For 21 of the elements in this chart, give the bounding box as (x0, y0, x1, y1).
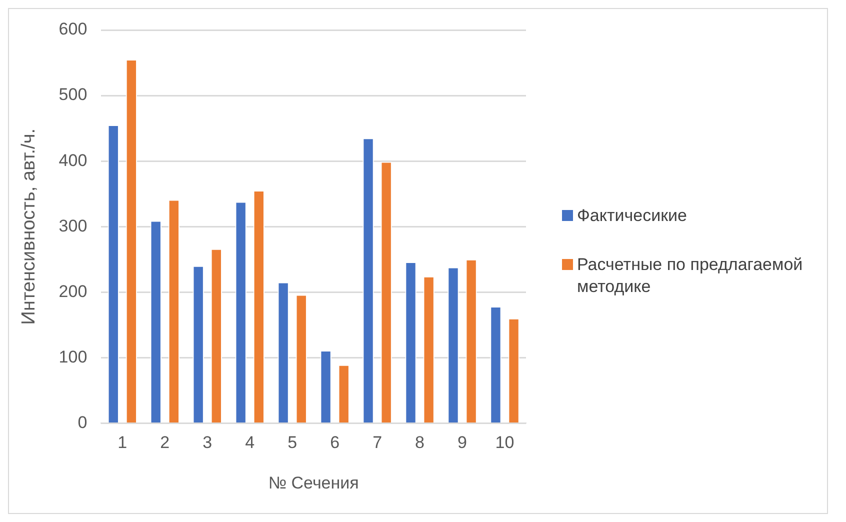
y-tick-label: 500 (58, 85, 88, 104)
x-tick-label: 7 (372, 433, 382, 452)
x-tick-label: 5 (288, 433, 298, 452)
y-tick-label: 400 (58, 150, 88, 170)
x-tick-label: 9 (458, 433, 468, 452)
y-tick-label: 300 (58, 216, 88, 236)
legend-label: Расчетные по предлагаемой методике (577, 254, 804, 298)
y-tick-label: 200 (58, 282, 88, 301)
legend-label: Фактичесикие (577, 205, 688, 227)
x-axis-title: № Сечения (268, 473, 359, 492)
x-tick-label: 3 (202, 433, 212, 452)
x-tick-label: 2 (160, 433, 170, 452)
y-tick-label: 100 (58, 347, 88, 366)
x-tick-label: 6 (330, 433, 340, 452)
x-tick-label: 1 (118, 433, 128, 452)
y-axis-title: Интенсивность, авт./ч. (18, 128, 40, 325)
y-tick-label: 600 (58, 20, 88, 39)
y-tick-label: 0 (78, 412, 88, 432)
x-tick-label: 4 (245, 433, 255, 452)
x-tick-label: 10 (495, 433, 514, 452)
x-tick-label: 8 (415, 433, 425, 452)
